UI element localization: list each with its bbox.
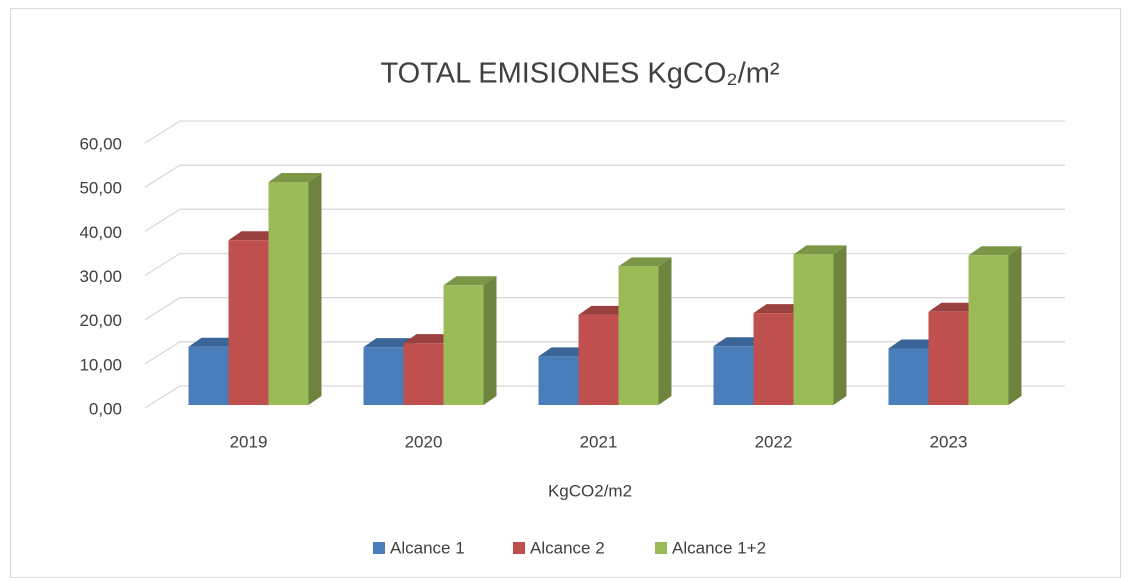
grid-line (144, 120, 1065, 144)
bar (268, 172, 322, 405)
grid-line (144, 252, 1065, 277)
legend-label: Alcance 2 (530, 538, 605, 557)
bar-front (928, 311, 969, 405)
bar-front (363, 347, 404, 405)
bar-top (443, 276, 497, 286)
bar-side (1008, 246, 1022, 405)
bar-top (888, 339, 942, 349)
y-tick-label: 60,00 (79, 134, 122, 153)
bar-side (483, 276, 497, 405)
bar-top (618, 257, 672, 267)
grid-line (144, 164, 1065, 188)
bar-top (753, 304, 807, 314)
bar-front (538, 356, 579, 405)
bar-front (443, 285, 484, 405)
legend-label: Alcance 1 (390, 538, 465, 557)
bar-top (578, 305, 632, 315)
legend-swatch (655, 542, 667, 554)
bar (443, 276, 497, 405)
y-tick-label: 0,00 (89, 399, 122, 418)
x-tick-label: 2021 (580, 432, 618, 451)
legend-label: Alcance 1+2 (672, 538, 766, 557)
bar-front (968, 255, 1009, 405)
bar-front (578, 314, 619, 405)
y-tick-label: 50,00 (79, 179, 122, 198)
bar-top (403, 334, 457, 344)
grid-line (144, 208, 1065, 232)
bar-front (793, 254, 834, 405)
bar-top (268, 172, 322, 182)
bar (618, 257, 672, 405)
bar-top (928, 302, 982, 312)
bar-top (713, 337, 767, 347)
bar-front (713, 346, 754, 405)
bar (968, 246, 1022, 405)
bar-front (268, 181, 309, 405)
bar-front (403, 343, 444, 405)
bar-top (363, 338, 417, 348)
bar-top (793, 245, 847, 255)
bar-front (188, 346, 229, 405)
x-tick-label: 2019 (230, 432, 268, 451)
bar-front (228, 240, 269, 405)
y-tick-label: 10,00 (79, 355, 122, 374)
bar-front (753, 313, 794, 405)
y-tick-label: 30,00 (79, 267, 122, 286)
bar-top (538, 347, 592, 357)
chart-title: TOTAL EMISIONES KgCO₂/m² (380, 58, 779, 90)
axis-label: KgCO2/m2 (548, 481, 632, 500)
legend-swatch (373, 542, 385, 554)
y-tick-label: 40,00 (79, 223, 122, 242)
x-tick-label: 2023 (930, 432, 968, 451)
bar-top (228, 231, 282, 241)
bar-side (833, 245, 847, 405)
y-tick-label: 20,00 (79, 311, 122, 330)
bar-top (188, 337, 242, 347)
x-tick-label: 2022 (755, 432, 793, 451)
bar-top (968, 246, 1022, 256)
bar-side (308, 172, 322, 405)
bar (928, 302, 982, 405)
bar-side (658, 257, 672, 405)
legend-swatch (513, 542, 525, 554)
x-tick-label: 2020 (405, 432, 443, 451)
chart-border (10, 8, 1121, 578)
bar-front (888, 348, 929, 405)
grid-line (144, 297, 1065, 321)
bar-front (618, 266, 659, 405)
bar (793, 245, 847, 405)
